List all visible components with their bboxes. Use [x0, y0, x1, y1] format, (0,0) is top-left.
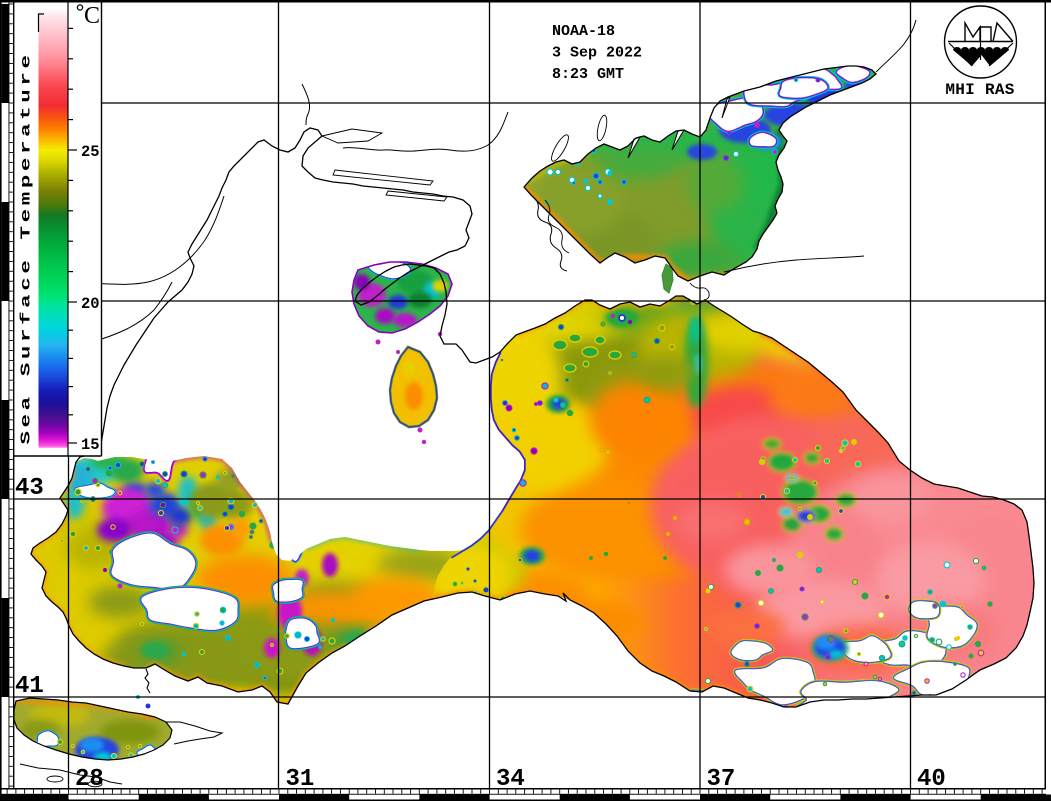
svg-text:28: 28 — [75, 766, 104, 793]
svg-text:NOAA-18: NOAA-18 — [552, 23, 615, 40]
svg-text:C: C — [84, 3, 100, 29]
svg-text:34: 34 — [496, 766, 525, 793]
svg-text:31: 31 — [286, 766, 315, 793]
svg-text:43: 43 — [15, 475, 44, 502]
svg-text:Sea Surface Temperature: Sea Surface Temperature — [17, 51, 33, 444]
svg-text:8:23 GMT: 8:23 GMT — [552, 66, 624, 83]
svg-text:3 Sep 2022: 3 Sep 2022 — [552, 45, 642, 62]
svg-text:25: 25 — [81, 143, 100, 161]
svg-text:41: 41 — [15, 673, 44, 700]
svg-text:37: 37 — [707, 766, 736, 793]
svg-text:MHI RAS: MHI RAS — [945, 81, 1014, 99]
svg-text:40: 40 — [917, 766, 946, 793]
svg-text:20: 20 — [81, 295, 100, 313]
svg-text:15: 15 — [81, 436, 100, 454]
